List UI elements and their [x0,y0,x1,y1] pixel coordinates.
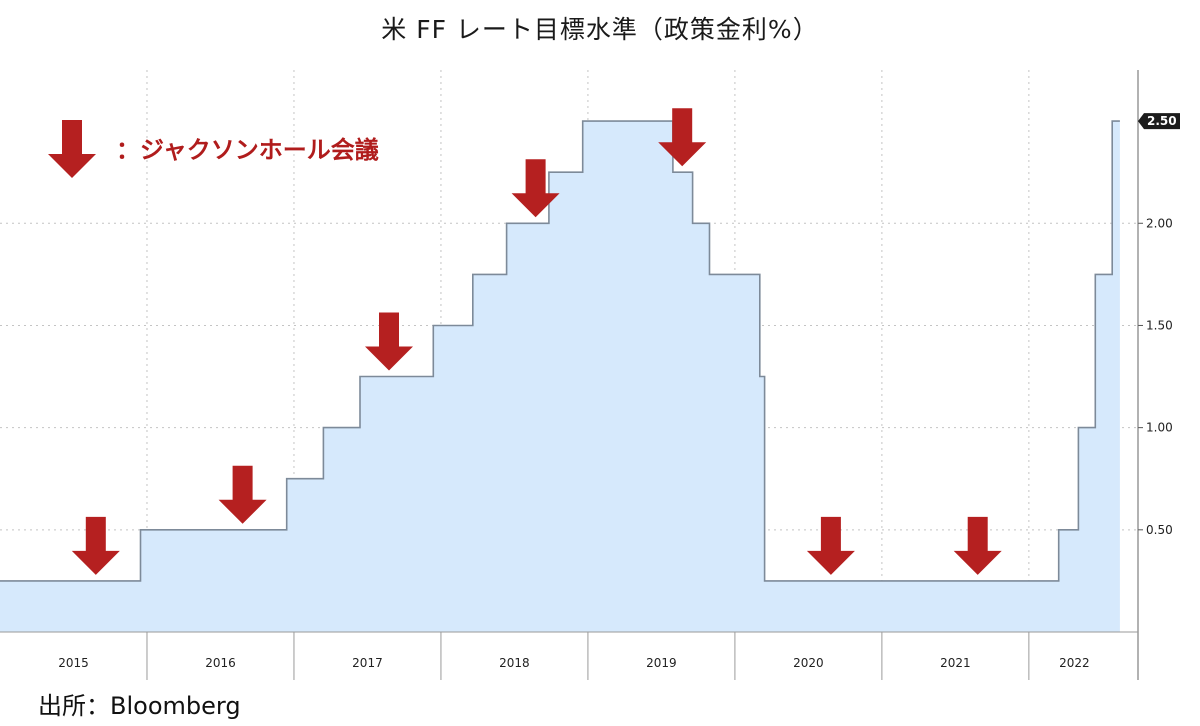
x-tick-label: 2019 [646,656,677,670]
jackson-hole-arrow [218,465,267,524]
y-tick-label: 1.00 [1146,421,1173,435]
last-value-box [1138,113,1180,130]
x-tick-label: 2020 [793,656,824,670]
last-value-label: 2.50 [1147,114,1177,128]
rate-area-fill [0,121,1120,632]
y-tick-label: 0.50 [1146,523,1173,537]
x-tick-label: 2016 [205,656,236,670]
axis-layer: 0.50 1.00 1.50 2.00 2015 2016 2017 2018 2019 2020… [0,70,1180,680]
jackson-hole-arrow [806,516,855,575]
x-tick-label: 2018 [499,656,530,670]
x-tick-label: 2021 [940,656,971,670]
source-note: 出所：Bloomberg [38,692,241,720]
jackson-hole-arrow [953,516,1002,575]
rate-series-line [0,120,1120,582]
x-tick-label: 2017 [352,656,383,670]
y-tick-label: 1.50 [1146,318,1173,332]
jackson-hole-arrow [511,159,560,218]
jackson-hole-arrow [658,108,707,167]
y-tick-label: 2.00 [1146,216,1173,230]
legend-label: ：ジャクソンホール会議 [116,136,379,164]
legend-icon [48,120,96,178]
jackson-hole-arrow [365,312,413,371]
area-layer [0,120,1120,632]
chart-title: 米 FF レート目標水準（政策金利%） [381,15,819,44]
x-tick-label: 2022 [1059,656,1090,670]
jackson-hole-arrow [71,516,120,575]
x-tick-label: 2015 [58,656,89,670]
arrow-layer [71,108,1002,575]
legend-arrow-icon [48,120,96,178]
